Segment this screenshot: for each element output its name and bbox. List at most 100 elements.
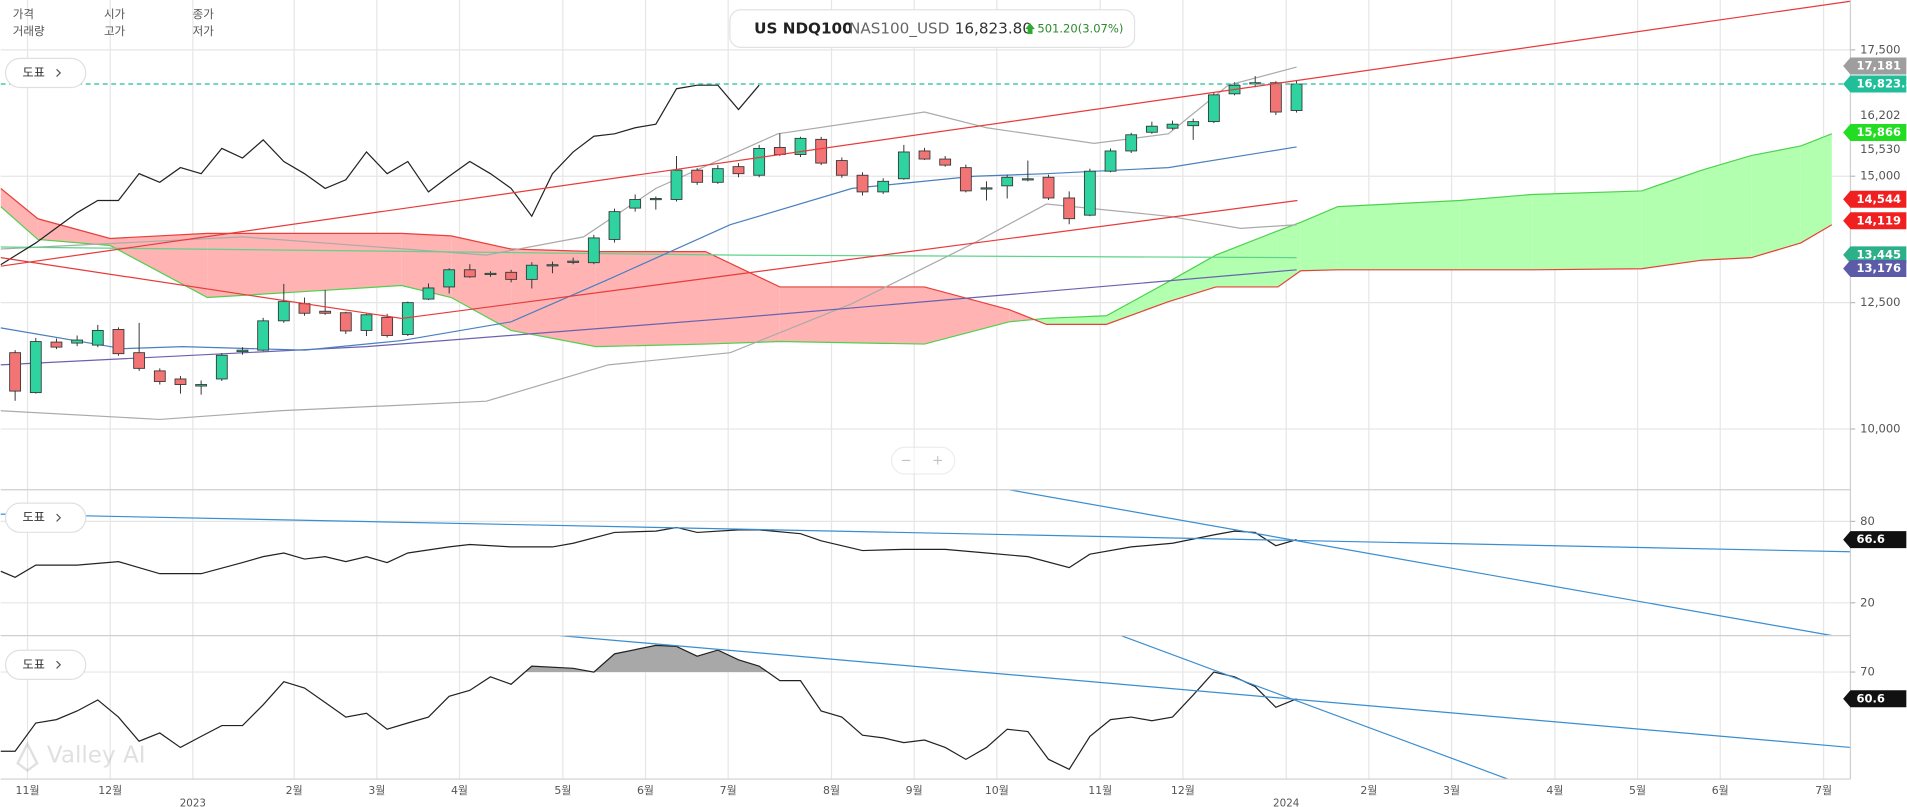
drawings	[0, 0, 1851, 780]
panel-button[interactable]: 도표	[4, 57, 87, 89]
panel-button[interactable]: 도표	[4, 649, 87, 680]
price: 16,823.80	[955, 20, 1032, 38]
x-tick-label: 8월	[823, 784, 840, 797]
indicator-line	[0, 269, 1297, 366]
candle-body	[339, 312, 352, 332]
watermark: Valley AI	[16, 741, 146, 773]
cloud-fill	[304, 233, 402, 292]
candle-body	[1063, 197, 1076, 220]
x-tick-label: 7월	[1815, 784, 1832, 797]
header-box	[729, 9, 1136, 49]
watermark-text: Valley AI	[47, 742, 146, 768]
candle-body	[587, 237, 600, 264]
y-tick-label: 15,000	[1860, 169, 1900, 183]
x-tick-label: 7월	[720, 784, 737, 797]
x-tick-label: 6월	[1712, 784, 1729, 797]
candle-body	[980, 187, 993, 190]
y-tick-label: 17,500	[1860, 42, 1900, 56]
candle-body	[1145, 125, 1158, 133]
panel-button[interactable]: 도표	[4, 502, 87, 533]
cloud-fill	[705, 251, 780, 345]
button-label[interactable]: 도표	[23, 65, 45, 79]
candle-body	[319, 310, 332, 314]
x-tick-label: 2023	[180, 797, 206, 807]
cloud-fill	[1532, 190, 1642, 270]
candle-body	[215, 354, 228, 380]
candle-body	[918, 150, 931, 160]
zoom-in[interactable]: +	[932, 454, 943, 469]
indicator-line	[0, 203, 1297, 421]
button-bg[interactable]	[4, 649, 87, 680]
cloud-fill	[207, 233, 305, 298]
candle-body	[463, 269, 476, 278]
symbol-header: US NDQ100 NAS100_USD 16,823.80 501.20(3.…	[729, 9, 1136, 49]
price-label: 14,119	[1857, 213, 1902, 227]
candle-body	[1125, 134, 1138, 152]
candle-body	[422, 287, 435, 300]
symbol: US NDQ100	[754, 20, 853, 38]
cloud-fill	[451, 235, 512, 331]
cloud-fill	[1800, 133, 1832, 243]
x-tick-label: 3월	[1443, 784, 1460, 797]
button-label[interactable]: 도표	[23, 657, 45, 671]
candle-body	[897, 151, 910, 180]
button-label[interactable]: 도표	[23, 510, 45, 524]
candle-body	[133, 352, 146, 369]
candle-body	[629, 199, 642, 209]
cloud-fill	[1106, 281, 1169, 325]
candle-body	[711, 168, 724, 183]
price-label: 16,823.8	[1857, 77, 1907, 91]
candle-body	[732, 166, 745, 175]
candle-body	[753, 148, 766, 176]
logo	[16, 741, 39, 773]
candle-body	[50, 341, 63, 348]
overbought-fill	[525, 645, 768, 673]
candle-body	[71, 339, 84, 344]
cloud-fill	[1459, 194, 1533, 270]
candle-body	[29, 341, 42, 394]
candle-body	[1187, 121, 1200, 127]
candle-body	[1290, 83, 1303, 111]
cloud-fill	[1300, 206, 1338, 271]
candle-body	[298, 303, 311, 314]
chevron	[56, 68, 62, 77]
price-label: 60.6	[1857, 691, 1885, 705]
button-bg[interactable]	[4, 502, 87, 533]
button-bg[interactable]	[4, 57, 87, 89]
zoom-out[interactable]: −	[900, 454, 911, 469]
price-label: 17,181	[1857, 58, 1902, 72]
x-tick-label: 5월	[554, 784, 571, 797]
candle-body	[1083, 170, 1096, 216]
y-tick-label: 12,500	[1860, 295, 1900, 309]
candle-body	[257, 320, 270, 351]
candle-body	[959, 167, 972, 192]
x-tick-label: 2월	[286, 784, 303, 797]
symbol-code: NAS100_USD	[849, 20, 949, 39]
x-tick-label: 2월	[1360, 784, 1377, 797]
x-tick-label: 5월	[1629, 784, 1646, 797]
trend-line	[1121, 635, 1508, 780]
x-tick-label: 6월	[637, 784, 654, 797]
candle-body	[1001, 176, 1014, 187]
price-change: 501.20(3.07%)	[1037, 22, 1123, 36]
y-tick-label: 70	[1860, 665, 1875, 679]
candle-body	[236, 349, 249, 353]
candle-body	[9, 352, 22, 392]
price-label: 15,866	[1857, 125, 1902, 139]
x-tick-label: 3월	[368, 784, 385, 797]
indicator-line	[0, 644, 1297, 771]
candle-body	[1021, 178, 1034, 181]
price-label-box	[1843, 190, 1907, 208]
cloud-span-a	[0, 133, 1833, 348]
y-tick-label: 80	[1860, 514, 1875, 528]
field-label: 시가	[104, 7, 126, 21]
cloud-fill	[0, 188, 38, 240]
price-label-box	[1843, 212, 1907, 230]
price-label-box	[1843, 75, 1907, 93]
candle-body	[277, 301, 290, 322]
price-label: 15,530	[1860, 142, 1900, 156]
candle-body	[691, 169, 704, 183]
cloud-fill	[1751, 145, 1801, 258]
candle-body	[815, 138, 828, 164]
